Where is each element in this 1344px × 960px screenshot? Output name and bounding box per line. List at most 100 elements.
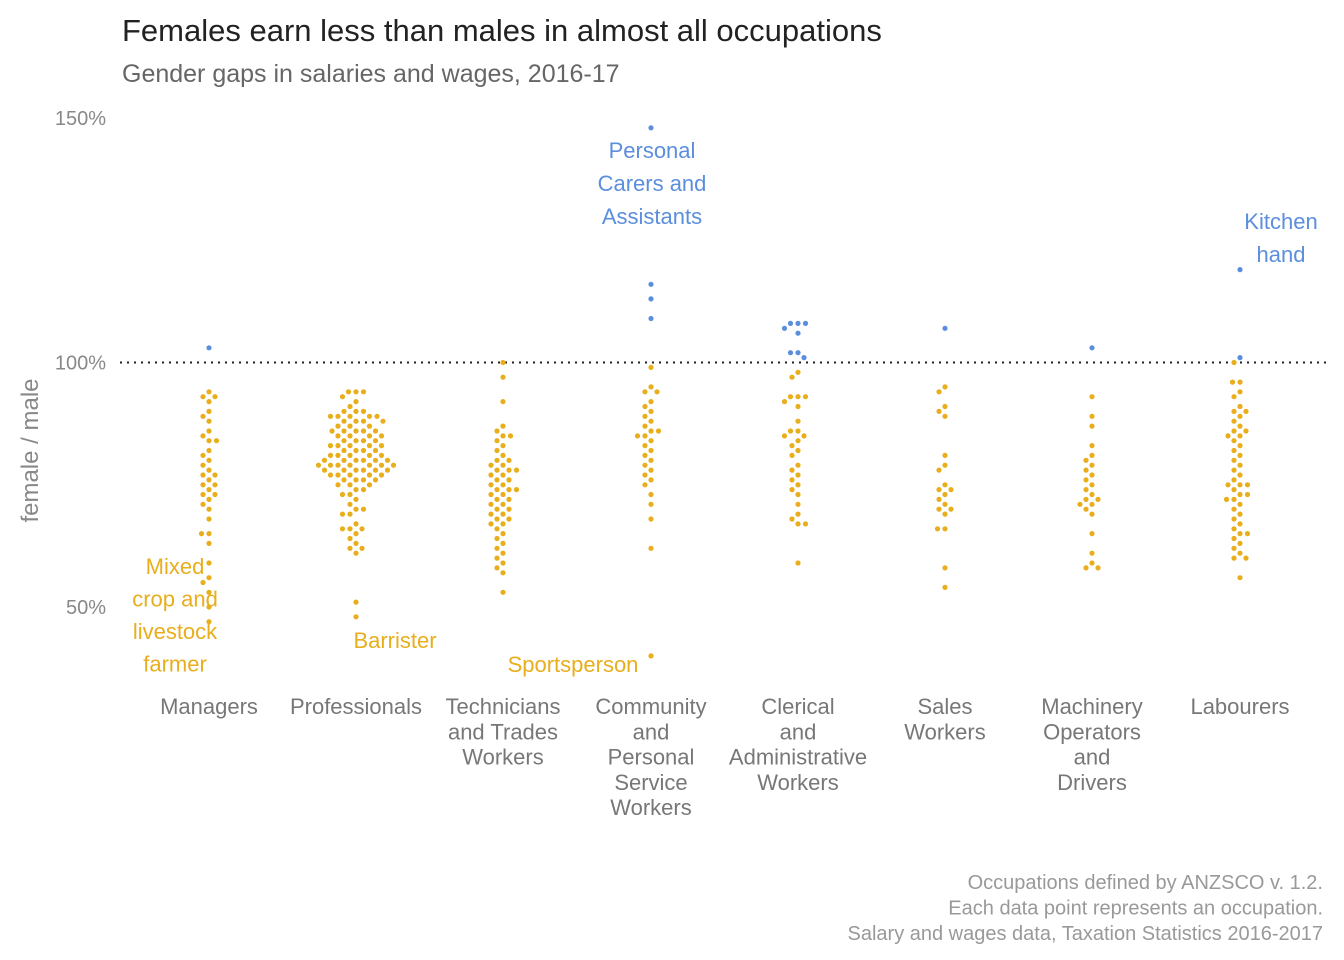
data-point xyxy=(329,428,335,434)
data-point xyxy=(494,447,500,454)
data-point xyxy=(500,570,506,576)
data-point xyxy=(1244,482,1251,488)
data-point xyxy=(1237,491,1243,498)
data-point xyxy=(942,526,948,532)
data-point xyxy=(1229,379,1236,385)
data-point xyxy=(488,521,494,527)
data-point xyxy=(1083,457,1089,463)
data-point xyxy=(942,565,948,571)
data-point xyxy=(787,350,794,356)
x-category-label: Managers xyxy=(160,694,258,719)
data-point xyxy=(648,477,654,483)
data-point xyxy=(366,452,373,458)
data-point xyxy=(948,487,954,493)
data-point xyxy=(494,535,500,542)
data-point xyxy=(347,511,353,517)
data-point xyxy=(1225,433,1231,439)
data-point xyxy=(347,433,353,439)
data-point xyxy=(648,315,654,322)
data-point xyxy=(315,462,322,468)
data-point xyxy=(936,408,942,414)
data-point xyxy=(942,325,948,331)
data-point xyxy=(360,418,367,424)
data-point xyxy=(789,467,795,473)
data-point xyxy=(795,428,801,434)
data-point xyxy=(353,521,359,527)
data-point xyxy=(345,389,352,395)
data-point xyxy=(341,418,347,424)
data-point xyxy=(347,501,353,507)
data-point xyxy=(934,526,941,532)
annotation-label: hand xyxy=(1257,242,1306,267)
data-point xyxy=(1237,550,1243,556)
data-point xyxy=(506,506,512,512)
data-point xyxy=(648,447,654,454)
data-point xyxy=(936,496,942,502)
y-tick-label: 150% xyxy=(55,108,106,130)
data-point xyxy=(206,506,212,512)
data-point xyxy=(353,408,359,414)
data-point xyxy=(200,394,206,400)
data-point xyxy=(642,472,648,478)
caption-line: Salary and wages data, Taxation Statisti… xyxy=(848,923,1324,945)
data-point xyxy=(1231,477,1237,483)
data-point xyxy=(206,540,212,547)
data-point xyxy=(380,418,386,424)
data-point xyxy=(942,452,948,458)
data-point xyxy=(488,501,494,507)
data-point xyxy=(378,443,385,449)
data-point xyxy=(654,389,660,395)
data-point xyxy=(200,472,206,478)
data-point xyxy=(942,491,948,498)
data-point xyxy=(500,550,506,556)
data-point xyxy=(1237,521,1243,527)
data-point xyxy=(634,433,641,439)
data-point xyxy=(353,614,359,620)
data-point xyxy=(1231,457,1237,463)
data-point xyxy=(198,531,205,537)
data-point xyxy=(374,413,380,419)
annotation-label: crop and xyxy=(132,587,218,612)
data-point xyxy=(942,413,948,419)
data-point xyxy=(200,452,206,458)
data-point xyxy=(384,457,391,463)
data-point xyxy=(360,477,367,483)
data-point xyxy=(327,462,334,468)
data-point xyxy=(206,487,212,493)
caption-line: Each data point represents an occupation… xyxy=(948,898,1323,920)
data-point xyxy=(206,496,212,502)
data-point xyxy=(1231,418,1237,424)
data-point xyxy=(500,452,506,458)
data-point xyxy=(936,467,942,473)
data-point xyxy=(795,320,801,326)
data-point xyxy=(1231,487,1237,493)
data-point xyxy=(378,433,385,439)
data-point xyxy=(507,433,514,439)
data-point xyxy=(360,487,367,493)
data-point xyxy=(642,443,648,449)
data-point xyxy=(341,408,347,414)
data-point xyxy=(642,413,648,419)
data-point xyxy=(206,399,212,405)
data-point xyxy=(488,511,494,517)
data-point xyxy=(1244,531,1251,537)
data-point xyxy=(347,462,353,468)
data-point xyxy=(795,418,801,424)
data-point xyxy=(1237,423,1243,429)
data-point xyxy=(353,496,359,502)
data-point xyxy=(795,501,801,507)
data-points xyxy=(198,125,1251,659)
data-point xyxy=(200,491,206,498)
data-point xyxy=(206,428,212,434)
data-point xyxy=(1237,443,1243,449)
data-point xyxy=(1231,506,1237,512)
data-point xyxy=(942,501,948,507)
data-point xyxy=(642,423,648,429)
x-category-label: and xyxy=(1074,745,1111,770)
data-point xyxy=(500,560,506,566)
data-point xyxy=(1231,394,1237,400)
data-point xyxy=(353,599,359,605)
data-point xyxy=(206,418,212,424)
data-point xyxy=(366,472,373,478)
x-category-label: and Trades xyxy=(448,719,558,744)
